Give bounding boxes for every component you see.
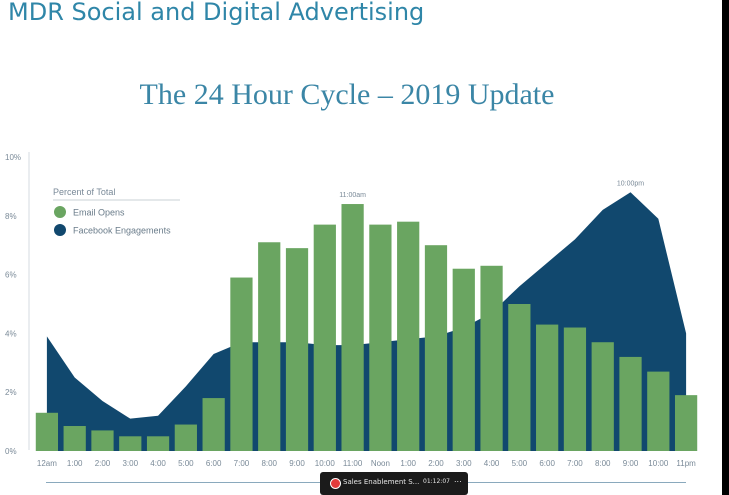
record-icon[interactable] xyxy=(330,478,341,489)
x-tick-label: 12am xyxy=(37,459,57,468)
peak-annotations: 11:00am 10:00pm xyxy=(339,180,644,199)
annotation-label: 10:00pm xyxy=(617,180,644,187)
x-tick-label: 9:00 xyxy=(289,459,305,468)
slide-title: The 24 Hour Cycle – 2019 Update xyxy=(139,78,555,111)
x-tick-label: 5:00 xyxy=(512,459,528,468)
email-opens-bar xyxy=(313,224,336,451)
email-opens-bar xyxy=(452,268,475,451)
x-tick-label: 1:00 xyxy=(67,459,83,468)
y-tick-label: 0% xyxy=(5,447,17,456)
x-tick-label: 4:00 xyxy=(484,459,500,468)
recording-title[interactable]: Sales Enablement S... xyxy=(343,478,420,486)
legend-dot-email xyxy=(54,206,66,218)
x-tick-label: 5:00 xyxy=(178,459,194,468)
email-opens-bar xyxy=(619,356,642,451)
legend-title: Percent of Total xyxy=(53,187,115,197)
email-opens-bar xyxy=(397,221,420,451)
x-tick-label: 10:00 xyxy=(648,459,669,468)
legend-label-facebook: Facebook Engagements xyxy=(73,226,171,236)
email-opens-bar xyxy=(536,324,559,451)
email-opens-bar xyxy=(369,224,392,451)
email-opens-bar xyxy=(508,304,531,451)
header-title: MDR Social and Digital Advertising xyxy=(8,0,425,26)
email-opens-bar xyxy=(63,426,86,451)
legend-label-email: Email Opens xyxy=(73,208,125,218)
legend: Percent of Total Email Opens Facebook En… xyxy=(53,187,180,236)
y-tick-label: 2% xyxy=(5,388,17,397)
annotation-label: 11:00am xyxy=(339,192,366,199)
x-tick-label: 4:00 xyxy=(150,459,166,468)
x-tick-label: 11pm xyxy=(676,459,696,468)
legend-dot-facebook xyxy=(54,224,66,236)
y-tick-label: 8% xyxy=(5,212,17,221)
y-axis-labels: 0% 2% 4% 6% 8% 10% xyxy=(5,153,21,456)
x-tick-label: 3:00 xyxy=(456,459,472,468)
email-opens-bar xyxy=(146,436,170,451)
email-opens-bar xyxy=(35,412,59,451)
email-opens-bar xyxy=(91,430,114,451)
x-tick-label: 3:00 xyxy=(122,459,138,468)
x-axis-labels: 12am 1:00 2:00 3:00 4:00 5:00 6:00 7:00 8:00 9:00… xyxy=(37,459,696,468)
x-tick-label: 1:00 xyxy=(400,459,416,468)
more-options-icon[interactable]: ... xyxy=(454,475,462,484)
recording-taskbar[interactable]: Sales Enablement S... 01:12:07 ... xyxy=(320,472,468,495)
y-tick-label: 6% xyxy=(5,271,17,280)
email-opens-bar xyxy=(591,342,614,451)
x-tick-label: 2:00 xyxy=(95,459,111,468)
email-opens-bar xyxy=(119,436,142,451)
email-opens-bar xyxy=(230,277,253,451)
x-tick-label: 9:00 xyxy=(623,459,639,468)
x-tick-label: 7:00 xyxy=(234,459,250,468)
x-tick-label: 10:00 xyxy=(315,459,336,468)
x-tick-label: Noon xyxy=(371,459,390,468)
x-tick-label: 6:00 xyxy=(206,459,222,468)
y-tick-label: 10% xyxy=(5,153,21,162)
x-tick-label: 8:00 xyxy=(595,459,611,468)
x-tick-label: 7:00 xyxy=(567,459,583,468)
recording-time: 01:12:07 xyxy=(423,478,450,485)
email-opens-bar xyxy=(341,204,364,451)
email-bars-layer xyxy=(35,204,698,451)
email-opens-bar xyxy=(674,395,698,451)
email-opens-bar xyxy=(563,327,587,451)
email-opens-bar xyxy=(480,265,503,451)
x-tick-label: 11:00 xyxy=(343,459,363,468)
email-opens-bar xyxy=(202,398,225,451)
email-opens-bar xyxy=(258,242,281,451)
x-tick-label: 2:00 xyxy=(428,459,444,468)
x-tick-label: 8:00 xyxy=(261,459,277,468)
email-opens-bar xyxy=(174,424,197,451)
x-tick-label: 6:00 xyxy=(539,459,555,468)
email-opens-bar xyxy=(647,371,670,451)
email-opens-bar xyxy=(424,245,448,451)
y-tick-label: 4% xyxy=(5,329,17,338)
email-opens-bar xyxy=(285,248,309,451)
